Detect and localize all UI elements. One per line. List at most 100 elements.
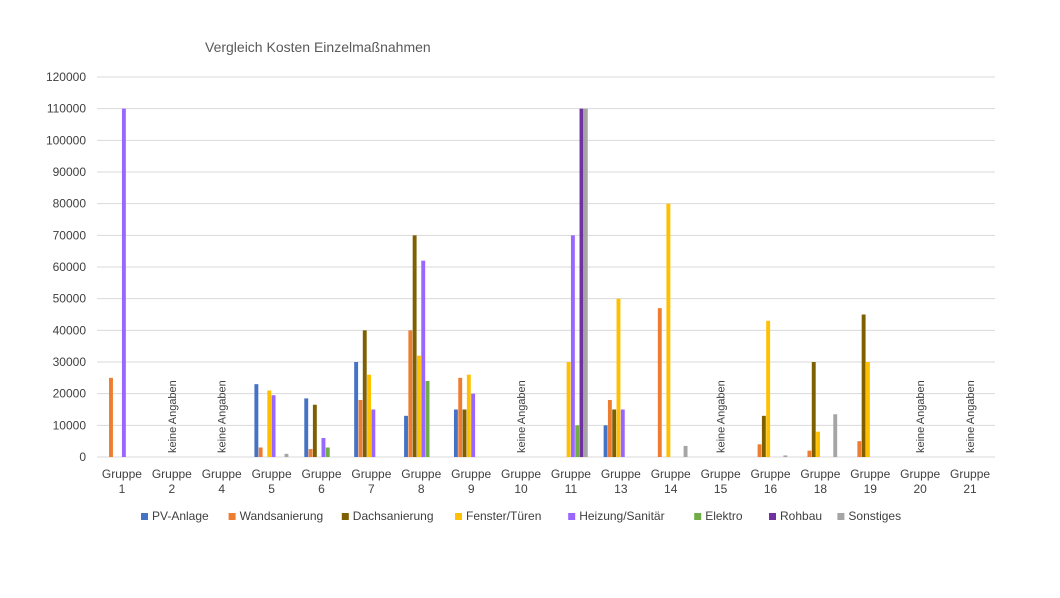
x-tick-label: Gruppe 7 — [351, 467, 391, 496]
bar — [362, 330, 367, 457]
y-tick-label: 10000 — [53, 418, 87, 432]
annotation-label: keine Angaben — [217, 380, 229, 453]
annotation-label: keine Angaben — [167, 380, 179, 453]
y-tick-label: 100000 — [46, 133, 86, 147]
legend-label: Dachsanierung — [353, 509, 434, 523]
bar — [304, 398, 309, 457]
bar — [861, 314, 866, 457]
annotation-label: keine Angaben — [915, 380, 927, 453]
y-tick-label: 30000 — [53, 355, 87, 369]
bar — [466, 374, 471, 457]
y-tick-label: 90000 — [53, 165, 87, 179]
bar — [453, 409, 458, 457]
y-tick-label: 0 — [79, 450, 86, 464]
bar — [308, 449, 313, 457]
x-tick-label: Gruppe 10 — [501, 467, 541, 496]
annotation-label: keine Angaben — [516, 380, 528, 453]
y-tick-label: 70000 — [53, 228, 87, 242]
x-tick-label: Gruppe 13 — [601, 467, 641, 496]
y-tick-label: 60000 — [53, 260, 87, 274]
bar — [416, 355, 421, 457]
x-tick-label: Gruppe 21 — [950, 467, 990, 496]
x-tick-label: Gruppe 20 — [900, 467, 940, 496]
bar — [612, 409, 617, 457]
legend-swatch — [141, 513, 148, 520]
bar — [783, 455, 788, 457]
legend-label: Elektro — [705, 509, 743, 523]
bar — [807, 450, 812, 457]
bar — [258, 447, 263, 457]
bar — [358, 400, 363, 457]
bar — [109, 377, 113, 457]
y-axis-ticks: 0 10000 20000 30000 40000 50000 60000 70000 8000… — [46, 70, 86, 464]
bar — [267, 390, 272, 457]
x-tick-label: Gruppe 9 — [451, 467, 491, 496]
bars — [109, 108, 870, 458]
bar — [575, 425, 580, 457]
legend: PV-Anlage Wandsanierung Dachsanierung Fenst… — [141, 509, 901, 523]
x-tick-label: Gruppe 14 — [651, 467, 691, 496]
x-tick-label: Gruppe 18 — [800, 467, 840, 496]
legend-swatch — [568, 513, 576, 520]
bar — [616, 298, 621, 457]
y-tick-label: 80000 — [53, 197, 87, 211]
bar — [857, 441, 862, 457]
legend-label: Wandsanierung — [240, 509, 324, 523]
y-tick-label: 120000 — [46, 70, 86, 84]
bar — [607, 400, 612, 457]
x-tick-label: Gruppe 15 — [701, 467, 741, 496]
bar — [566, 362, 571, 457]
y-tick-label: 20000 — [53, 387, 87, 401]
gridlines — [97, 76, 995, 458]
legend-label: Sonstiges — [848, 509, 901, 523]
bar — [816, 431, 820, 457]
bar — [404, 415, 408, 457]
x-tick-label: Gruppe 11 — [551, 467, 591, 496]
legend-item: Fenster/Türen — [455, 509, 541, 523]
bar — [121, 108, 126, 458]
legend-item: Wandsanierung — [228, 509, 324, 523]
legend-item: Sonstiges — [837, 509, 901, 523]
x-tick-label: Gruppe 6 — [301, 467, 341, 496]
bar — [254, 384, 259, 457]
legend-label: Heizung/Sanitär — [579, 509, 664, 523]
bar — [412, 235, 417, 457]
x-tick-label: Gruppe 5 — [252, 467, 292, 496]
bar — [620, 409, 625, 457]
x-tick-label: Gruppe 1 — [102, 467, 142, 496]
bar — [570, 235, 575, 457]
bar — [325, 447, 330, 457]
y-tick-label: 40000 — [53, 323, 87, 337]
bar — [865, 362, 870, 457]
bar — [666, 203, 671, 457]
bar — [271, 395, 276, 457]
bar — [462, 409, 467, 457]
legend-item: Elektro — [694, 509, 743, 523]
bar — [603, 425, 608, 457]
annotations: keine Angaben keine Angaben keine Angaben k… — [167, 380, 977, 453]
bar — [579, 108, 584, 458]
legend-swatch — [694, 513, 702, 520]
bar — [683, 445, 688, 457]
bar — [833, 414, 838, 457]
legend-swatch — [341, 513, 349, 520]
legend-item: PV-Anlage — [141, 509, 209, 523]
bar — [657, 308, 662, 457]
legend-swatch — [455, 513, 462, 520]
y-tick-label: 50000 — [53, 292, 87, 306]
x-tick-label: Gruppe 16 — [750, 467, 790, 496]
bar — [761, 415, 766, 457]
bar — [811, 362, 816, 457]
bar — [321, 438, 326, 457]
bar — [766, 320, 771, 457]
x-axis-ticks: Gruppe 1 Gruppe 2 Gruppe 4 Gruppe 5 Gruppe 6 Grupp… — [102, 467, 990, 496]
x-tick-label: Gruppe 4 — [202, 467, 242, 496]
legend-item: Rohbau — [769, 509, 822, 523]
annotation-label: keine Angaben — [965, 380, 977, 453]
bar — [425, 381, 430, 457]
bar — [757, 444, 762, 457]
legend-label: Fenster/Türen — [466, 509, 541, 523]
bar — [284, 453, 289, 457]
